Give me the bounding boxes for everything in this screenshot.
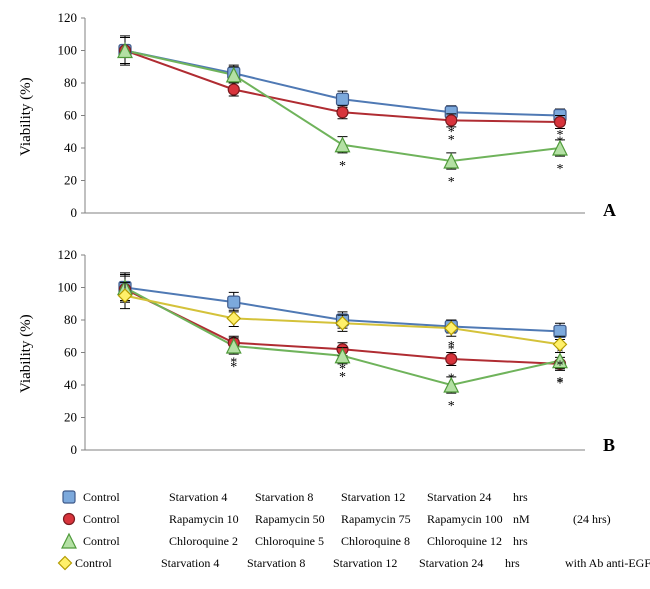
- legend-cell: Chloroquine 12: [427, 534, 513, 549]
- svg-text:40: 40: [64, 140, 77, 155]
- svg-text:40: 40: [64, 377, 77, 392]
- legend-cell: Rapamycin 50: [255, 512, 341, 527]
- legend-cell: Control: [83, 512, 169, 527]
- svg-text:*: *: [448, 342, 455, 357]
- svg-text:*: *: [230, 360, 237, 375]
- diamond-icon: [55, 553, 75, 573]
- legend-cell: Control: [83, 534, 169, 549]
- legend-cell: Chloroquine 8: [341, 534, 427, 549]
- panel-a-ylabel: Viability (%): [18, 77, 35, 156]
- panel-b-ylabel: Viability (%): [18, 314, 35, 393]
- legend-cell: Starvation 8: [255, 490, 341, 505]
- chart-svg: 020406080100120*******: [55, 8, 590, 228]
- svg-text:20: 20: [64, 410, 77, 425]
- svg-text:*: *: [339, 370, 346, 385]
- svg-text:*: *: [448, 133, 455, 148]
- svg-text:*: *: [557, 162, 564, 177]
- svg-text:80: 80: [64, 312, 77, 327]
- legend-row: ControlStarvation 4Starvation 8Starvatio…: [55, 486, 615, 508]
- legend-extra: with Ab anti-EGF (0.2 µg/mL): [565, 556, 650, 571]
- legend-cell: Starvation 12: [333, 556, 419, 571]
- svg-text:80: 80: [64, 75, 77, 90]
- legend-cell: Starvation 24: [419, 556, 505, 571]
- square-icon: [55, 487, 83, 507]
- svg-text:100: 100: [58, 43, 78, 58]
- legend-cell: Starvation 24: [427, 490, 513, 505]
- svg-text:120: 120: [58, 247, 78, 262]
- legend-unit: hrs: [505, 556, 565, 571]
- figure: 020406080100120******* A Viability (%) 0…: [0, 0, 650, 589]
- panel-a-label: A: [603, 200, 616, 221]
- triangle-icon: [55, 531, 83, 551]
- legend-cell: Starvation 8: [247, 556, 333, 571]
- svg-text:*: *: [557, 375, 564, 390]
- circle-icon: [55, 509, 83, 529]
- svg-text:*: *: [557, 359, 564, 374]
- legend-row: ControlStarvation 4Starvation 8Starvatio…: [55, 552, 615, 574]
- legend-unit: hrs: [513, 534, 573, 549]
- legend-cell: Chloroquine 2: [169, 534, 255, 549]
- svg-text:120: 120: [58, 10, 78, 25]
- legend-row: ControlRapamycin 10Rapamycin 50Rapamycin…: [55, 508, 615, 530]
- panel-b: 020406080100120************: [55, 245, 585, 470]
- panel-b-label: B: [603, 435, 615, 456]
- legend-cell: Starvation 12: [341, 490, 427, 505]
- legend-cell: Rapamycin 10: [169, 512, 255, 527]
- legend-cell: Control: [83, 490, 169, 505]
- svg-text:*: *: [448, 399, 455, 414]
- panel-a: 020406080100120*******: [55, 8, 585, 233]
- svg-text:60: 60: [64, 345, 77, 360]
- legend-extra: (24 hrs): [573, 512, 615, 527]
- svg-text:*: *: [339, 159, 346, 174]
- legend-cell: Starvation 4: [161, 556, 247, 571]
- svg-text:0: 0: [71, 442, 78, 457]
- legend-cell: Rapamycin 75: [341, 512, 427, 527]
- legend-cell: Rapamycin 100: [427, 512, 513, 527]
- svg-text:60: 60: [64, 108, 77, 123]
- svg-text:100: 100: [58, 280, 78, 295]
- legend-cell: Chloroquine 5: [255, 534, 341, 549]
- legend-unit: nM: [513, 512, 573, 527]
- legend-cell: Control: [75, 556, 161, 571]
- svg-text:0: 0: [71, 205, 78, 220]
- legend-cell: Starvation 4: [169, 490, 255, 505]
- legend-row: ControlChloroquine 2Chloroquine 5Chloroq…: [55, 530, 615, 552]
- legend-unit: hrs: [513, 490, 573, 505]
- svg-text:20: 20: [64, 173, 77, 188]
- chart-svg: 020406080100120************: [55, 245, 590, 465]
- legend: ControlStarvation 4Starvation 8Starvatio…: [55, 486, 615, 574]
- svg-text:*: *: [448, 175, 455, 190]
